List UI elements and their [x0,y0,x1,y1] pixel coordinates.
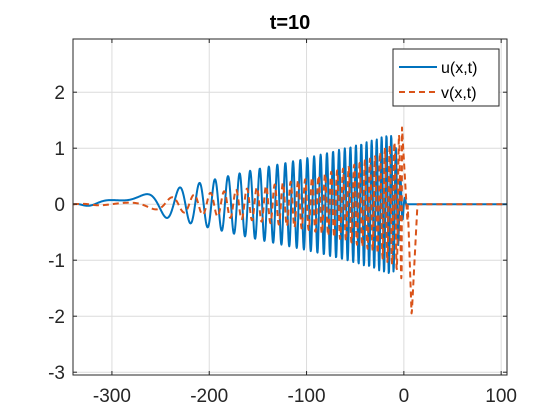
x-tick-label: 100 [485,386,517,407]
x-tick-label: 0 [399,386,410,407]
chart-title: t=10 [270,12,311,34]
y-tick-label: 2 [54,83,65,104]
y-tick-label: 0 [54,195,65,216]
x-tick-label: -200 [190,386,228,407]
legend-box [392,48,500,107]
grid-layer [73,39,507,375]
y-axis-ticks: -3 -2 -1 0 1 2 [48,83,507,384]
y-tick-label: 1 [54,139,65,160]
x-axis-ticks: -300 -200 -100 0 100 [93,39,517,407]
legend: u(x,t) v(x,t) [392,48,500,107]
y-tick-label: -2 [48,307,65,328]
x-tick-label: -300 [93,386,131,407]
x-tick-label: -100 [288,386,326,407]
legend-label-v: v(x,t) [441,85,477,102]
legend-label-u: u(x,t) [441,60,477,77]
y-tick-label: -3 [48,363,65,384]
axes-box [72,38,508,376]
series-v-line [73,126,507,315]
series-u-line [73,134,507,274]
y-tick-label: -1 [48,251,65,272]
series-layer [73,126,507,315]
